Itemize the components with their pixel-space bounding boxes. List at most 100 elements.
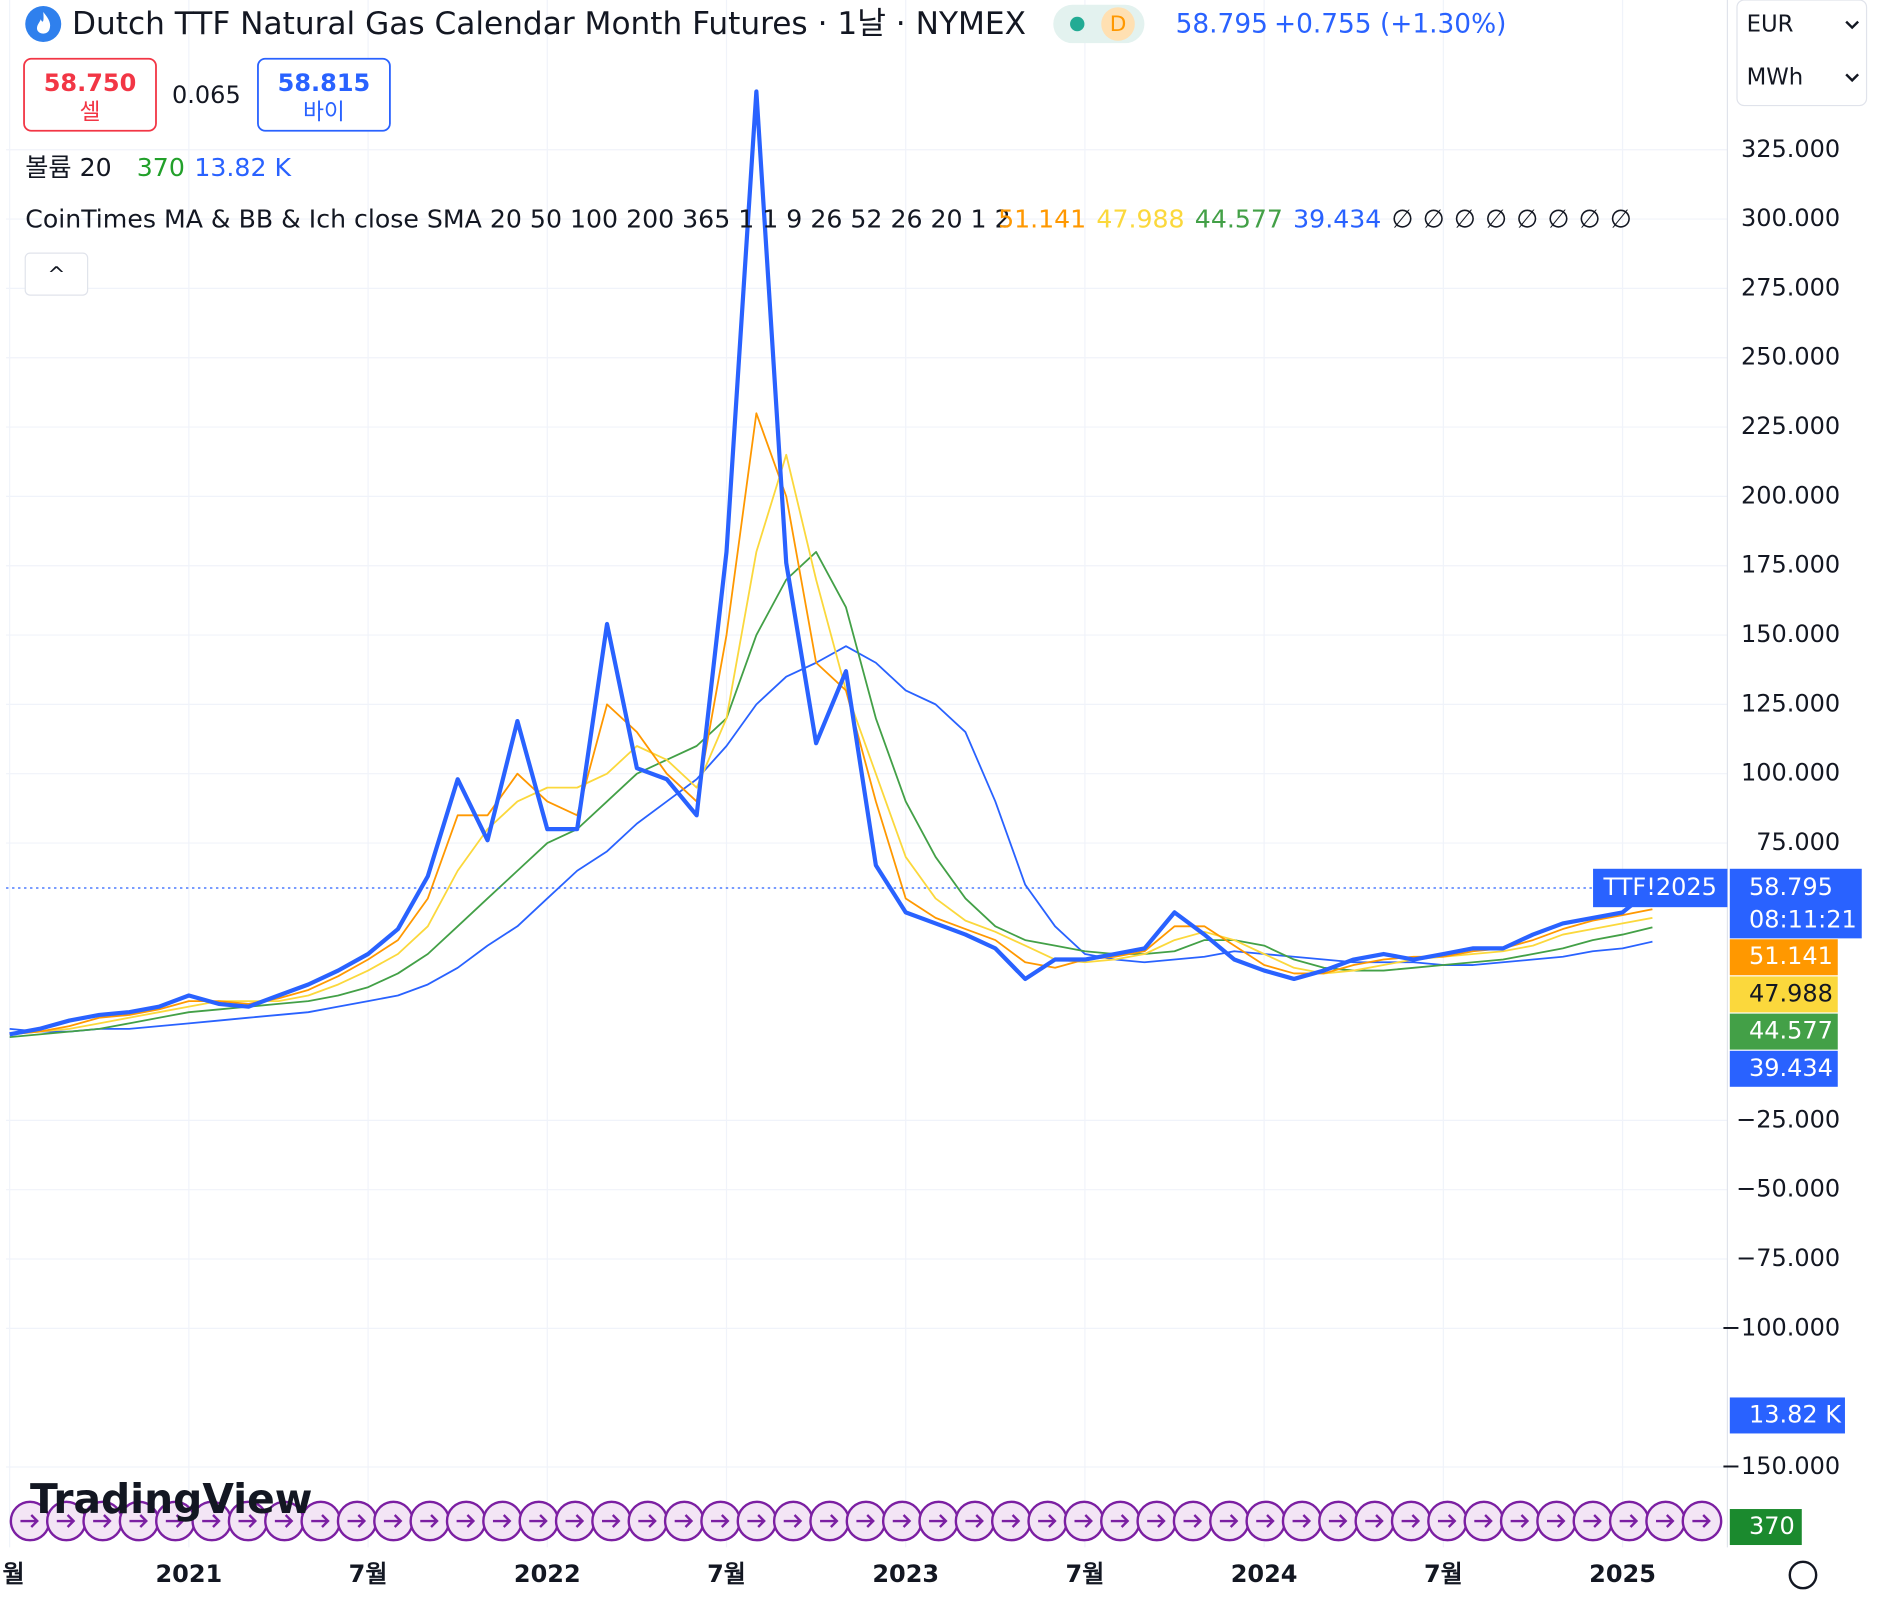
- event-arrow: [1110, 1514, 1130, 1528]
- grid: [6, 0, 1728, 1548]
- sell-price: 58.750: [44, 69, 137, 97]
- volume-value: 370: [137, 153, 185, 182]
- unit[interactable]: MWh: [1747, 64, 1804, 90]
- event-arrow: [492, 1514, 512, 1528]
- event-arrow: [1292, 1514, 1312, 1528]
- x-tick-label: 7월: [707, 1560, 746, 1588]
- event-arrow: [383, 1514, 403, 1528]
- y-tick-label: −75.000: [1736, 1244, 1840, 1272]
- y-tick-label: 100.000: [1741, 759, 1840, 787]
- event-arrow: [1619, 1514, 1639, 1528]
- volume-tag: [1729, 1509, 1802, 1546]
- event-arrow: [965, 1514, 984, 1528]
- event-arrow: [56, 1514, 76, 1528]
- ma-tag-label: 39.434: [1749, 1054, 1833, 1082]
- x-tick-label: 2025: [1589, 1560, 1656, 1588]
- collapse-icon: ^: [47, 263, 65, 288]
- interval-badge: D: [1110, 12, 1127, 37]
- ma-tag-label: 47.988: [1749, 979, 1833, 1007]
- buy-button[interactable]: [257, 57, 391, 132]
- event-arrow: [929, 1514, 948, 1528]
- y-tick-label: 200.000: [1741, 481, 1840, 509]
- ma-line: [9, 551, 1653, 1039]
- indicator-value: 47.988: [1096, 205, 1184, 234]
- x-tick-label: 2022: [514, 1560, 581, 1588]
- event-arrow: [20, 1514, 39, 1528]
- event-arrow: [1656, 1514, 1675, 1528]
- event-arrow: [1510, 1514, 1530, 1528]
- empty-value: ∅: [1547, 205, 1569, 234]
- y-tick-label: 125.000: [1741, 689, 1840, 717]
- volume-ma: 13.82 K: [194, 153, 292, 182]
- event-arrow: [129, 1514, 148, 1528]
- ma-line: [9, 453, 1653, 1036]
- indicator-value: 39.434: [1293, 205, 1381, 234]
- symbol-tag-label: TTF!2025: [1603, 873, 1717, 901]
- event-markers: [9, 1500, 1723, 1542]
- spread: 0.065: [172, 81, 241, 109]
- event-arrow: [638, 1514, 657, 1528]
- volume-ma-tag: [1729, 1397, 1845, 1434]
- event-arrow: [1437, 1514, 1457, 1528]
- price-axis: [1727, 0, 1881, 1599]
- x-tick-label: 2024: [1231, 1560, 1298, 1588]
- currency[interactable]: EUR: [1747, 12, 1794, 38]
- x-tick-label: 월: [2, 1560, 24, 1588]
- y-tick-label: −50.000: [1736, 1175, 1840, 1203]
- price-tag: [1729, 868, 1862, 939]
- collapse-button[interactable]: [24, 252, 89, 296]
- event-arrow: [1001, 1514, 1021, 1528]
- event-arrow: [1365, 1514, 1384, 1528]
- event-arrow: [456, 1514, 476, 1528]
- event-arrow: [601, 1514, 621, 1528]
- event-arrow: [1583, 1514, 1602, 1528]
- event-arrow: [1256, 1514, 1275, 1528]
- ma-tag: [1729, 1050, 1838, 1087]
- event-arrow: [1183, 1514, 1203, 1528]
- event-arrow: [674, 1514, 694, 1528]
- y-tick-label: −25.000: [1736, 1105, 1840, 1133]
- event-arrow: [1219, 1514, 1239, 1528]
- empty-value: ∅: [1516, 205, 1538, 234]
- y-tick-label: −100.000: [1721, 1313, 1840, 1341]
- y-tick-label: 175.000: [1741, 551, 1840, 579]
- event-arrow: [202, 1514, 221, 1528]
- event-arrow: [238, 1514, 258, 1528]
- empty-value: ∅: [1423, 205, 1445, 234]
- event-arrow: [1546, 1514, 1566, 1528]
- event-arrow: [711, 1514, 730, 1528]
- x-tick-label: 2023: [872, 1560, 939, 1588]
- event-arrow: [1147, 1514, 1166, 1528]
- y-tick-label: 300.000: [1741, 204, 1840, 232]
- x-tick-label: 7월: [1424, 1560, 1463, 1588]
- event-arrow: [1038, 1514, 1057, 1528]
- event-arrow: [165, 1514, 185, 1528]
- y-tick-label: 150.000: [1741, 620, 1840, 648]
- ma-tag-label: 44.577: [1749, 1017, 1833, 1045]
- x-tick-label: 7월: [349, 1560, 388, 1588]
- event-arrow: [747, 1514, 766, 1528]
- sell-button[interactable]: [23, 57, 157, 132]
- indicator-values: 51.141 47.988 44.577 39.434 ∅ ∅ ∅ ∅ ∅ ∅ ∅ ∅: [998, 205, 1632, 234]
- logo: TradingView: [30, 1475, 312, 1523]
- event-arrow: [820, 1514, 839, 1528]
- event-arrow: [856, 1514, 875, 1528]
- ma-tag: [1729, 939, 1838, 976]
- ma-line: [9, 645, 1653, 1033]
- indicator-value: 51.141: [998, 205, 1086, 234]
- x-tick-label: 2021: [155, 1560, 222, 1588]
- settings-icon[interactable]: [1788, 1560, 1818, 1590]
- y-tick-label: −150.000: [1721, 1452, 1840, 1480]
- ma-line: [9, 412, 1653, 1036]
- event-arrow: [274, 1514, 294, 1528]
- event-arrow: [1401, 1514, 1421, 1528]
- price-change: +0.755 (+1.30%): [1274, 10, 1506, 40]
- y-tick-label: 325.000: [1741, 135, 1840, 163]
- y-tick-label: 250.000: [1741, 343, 1840, 371]
- event-arrow: [93, 1514, 112, 1528]
- event-arrow: [347, 1514, 367, 1528]
- ma-tag: [1729, 976, 1838, 1013]
- ma-tag-label: 51.141: [1749, 942, 1833, 970]
